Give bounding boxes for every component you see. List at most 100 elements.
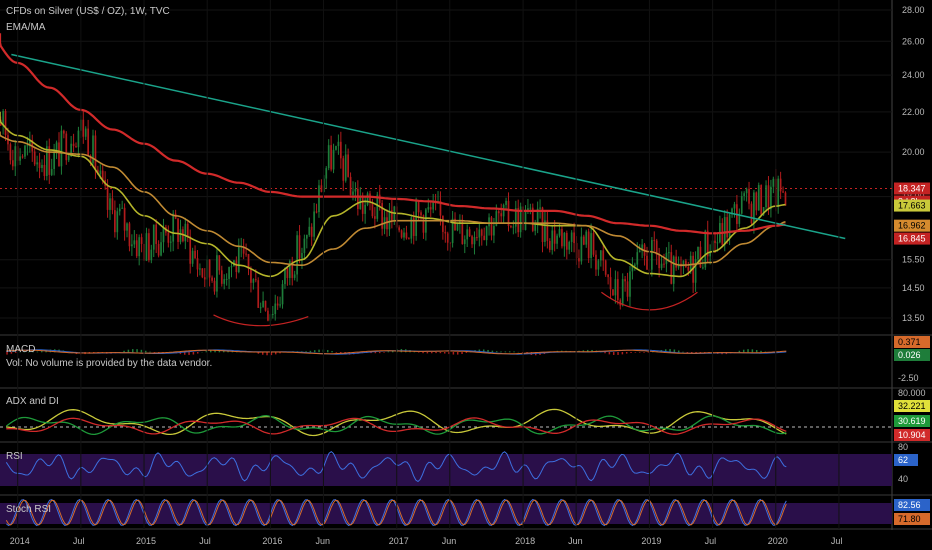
candle-body — [218, 255, 221, 271]
candle-body — [303, 238, 306, 254]
candle-body — [767, 185, 770, 210]
candle-body — [94, 135, 97, 170]
macd-histogram-bar — [764, 351, 767, 353]
candle-body — [332, 149, 335, 170]
candle-body — [116, 211, 119, 233]
candle-body — [138, 237, 141, 257]
candle-body — [685, 260, 687, 268]
candle-body — [770, 186, 772, 210]
adx-pane[interactable] — [0, 408, 892, 437]
macd-histogram-bar — [747, 349, 749, 353]
candle-body — [670, 252, 673, 284]
candle-body — [286, 267, 289, 278]
candle-body — [556, 235, 558, 244]
candle-body — [599, 250, 602, 261]
candle-body — [442, 215, 444, 232]
value-tag-label: 17.663 — [898, 201, 926, 211]
candle-body — [546, 220, 549, 241]
candle-body — [403, 232, 405, 238]
macd-histogram-bar — [40, 351, 43, 353]
candle-body — [638, 250, 641, 253]
candle-body — [279, 304, 281, 306]
candle-body — [728, 214, 731, 238]
candle-body — [668, 252, 670, 254]
candle-body — [570, 232, 573, 242]
macd-histogram-bar — [634, 352, 637, 353]
price-tick-label: 22.00 — [902, 107, 925, 117]
candle-body — [565, 232, 568, 250]
candle-body — [527, 208, 529, 211]
candle-body — [694, 259, 697, 283]
candle-body — [264, 300, 267, 311]
macd-histogram-bar — [435, 352, 437, 354]
candle-body — [55, 142, 58, 151]
value-tag-label: 18.347 — [898, 184, 926, 194]
candle-body — [646, 255, 648, 270]
value-tag-label: 16.845 — [898, 234, 926, 244]
macd-histogram-bar — [378, 352, 381, 354]
macd-histogram-bar — [214, 349, 216, 353]
candle-body — [473, 237, 476, 245]
macd-histogram-bar — [218, 350, 221, 353]
candle-body — [784, 192, 787, 206]
candle-body — [561, 229, 563, 247]
macd-histogram-bar — [196, 352, 199, 354]
candle-body — [709, 252, 712, 257]
candle-body — [439, 201, 442, 216]
candle-body — [779, 178, 782, 192]
candle-body — [536, 208, 539, 224]
candle-body — [291, 261, 294, 278]
macd-histogram-bar — [136, 349, 138, 353]
macd-histogram-bar — [261, 352, 264, 355]
candle-body — [335, 146, 337, 150]
macd-histogram-bar — [153, 352, 156, 353]
macd-histogram-bar — [209, 349, 212, 353]
candle-body — [67, 156, 70, 161]
candle-body — [672, 256, 675, 284]
candle-body — [121, 207, 124, 209]
macd-histogram-bar — [279, 352, 281, 354]
price-candles — [0, 109, 787, 325]
candle-body — [534, 223, 537, 231]
stoch-rsi-title: Stoch RSI — [6, 504, 51, 515]
candle-body — [772, 178, 775, 187]
candle-body — [507, 200, 510, 226]
candle-body — [706, 230, 709, 257]
candle-body — [172, 213, 175, 242]
candle-body — [38, 162, 41, 168]
volume-note: Vol: No volume is provided by the data v… — [6, 358, 212, 369]
macd-histogram-bar — [335, 352, 338, 353]
candle-body — [203, 277, 206, 280]
macd-histogram-bar — [426, 352, 429, 354]
candle-body — [361, 197, 364, 214]
candle-body — [216, 255, 218, 292]
candle-body — [75, 146, 77, 148]
macd-histogram-bar — [374, 352, 377, 354]
macd-histogram-bar — [422, 352, 424, 354]
candle-body — [72, 143, 75, 147]
rsi-pane[interactable] — [0, 450, 892, 486]
candle-body — [429, 207, 432, 210]
candle-body — [417, 201, 420, 213]
time-tick-label: Jun — [442, 536, 457, 546]
time-axis[interactable]: 2014 Jul 2015 Jul 2016 Jun 2017 Jun 2018 Jun 2019 J… — [10, 0, 843, 546]
candle-body — [510, 225, 512, 228]
candle-body — [330, 145, 332, 170]
candle-body — [247, 254, 250, 269]
candle-body — [131, 244, 133, 247]
candle-body — [254, 279, 257, 281]
macd-histogram-bar — [604, 352, 606, 354]
candle-body — [456, 223, 459, 231]
candle-body — [391, 210, 393, 221]
candle-body — [497, 211, 500, 214]
stoch-rsi-pane[interactable] — [0, 498, 892, 527]
candle-body — [128, 223, 131, 247]
candle-body — [196, 258, 199, 270]
macd-histogram-bar — [443, 352, 446, 354]
macd-histogram-bar — [157, 352, 160, 353]
candle-body — [602, 250, 605, 261]
candle-body — [111, 198, 114, 211]
macd-histogram-bar — [179, 352, 182, 355]
